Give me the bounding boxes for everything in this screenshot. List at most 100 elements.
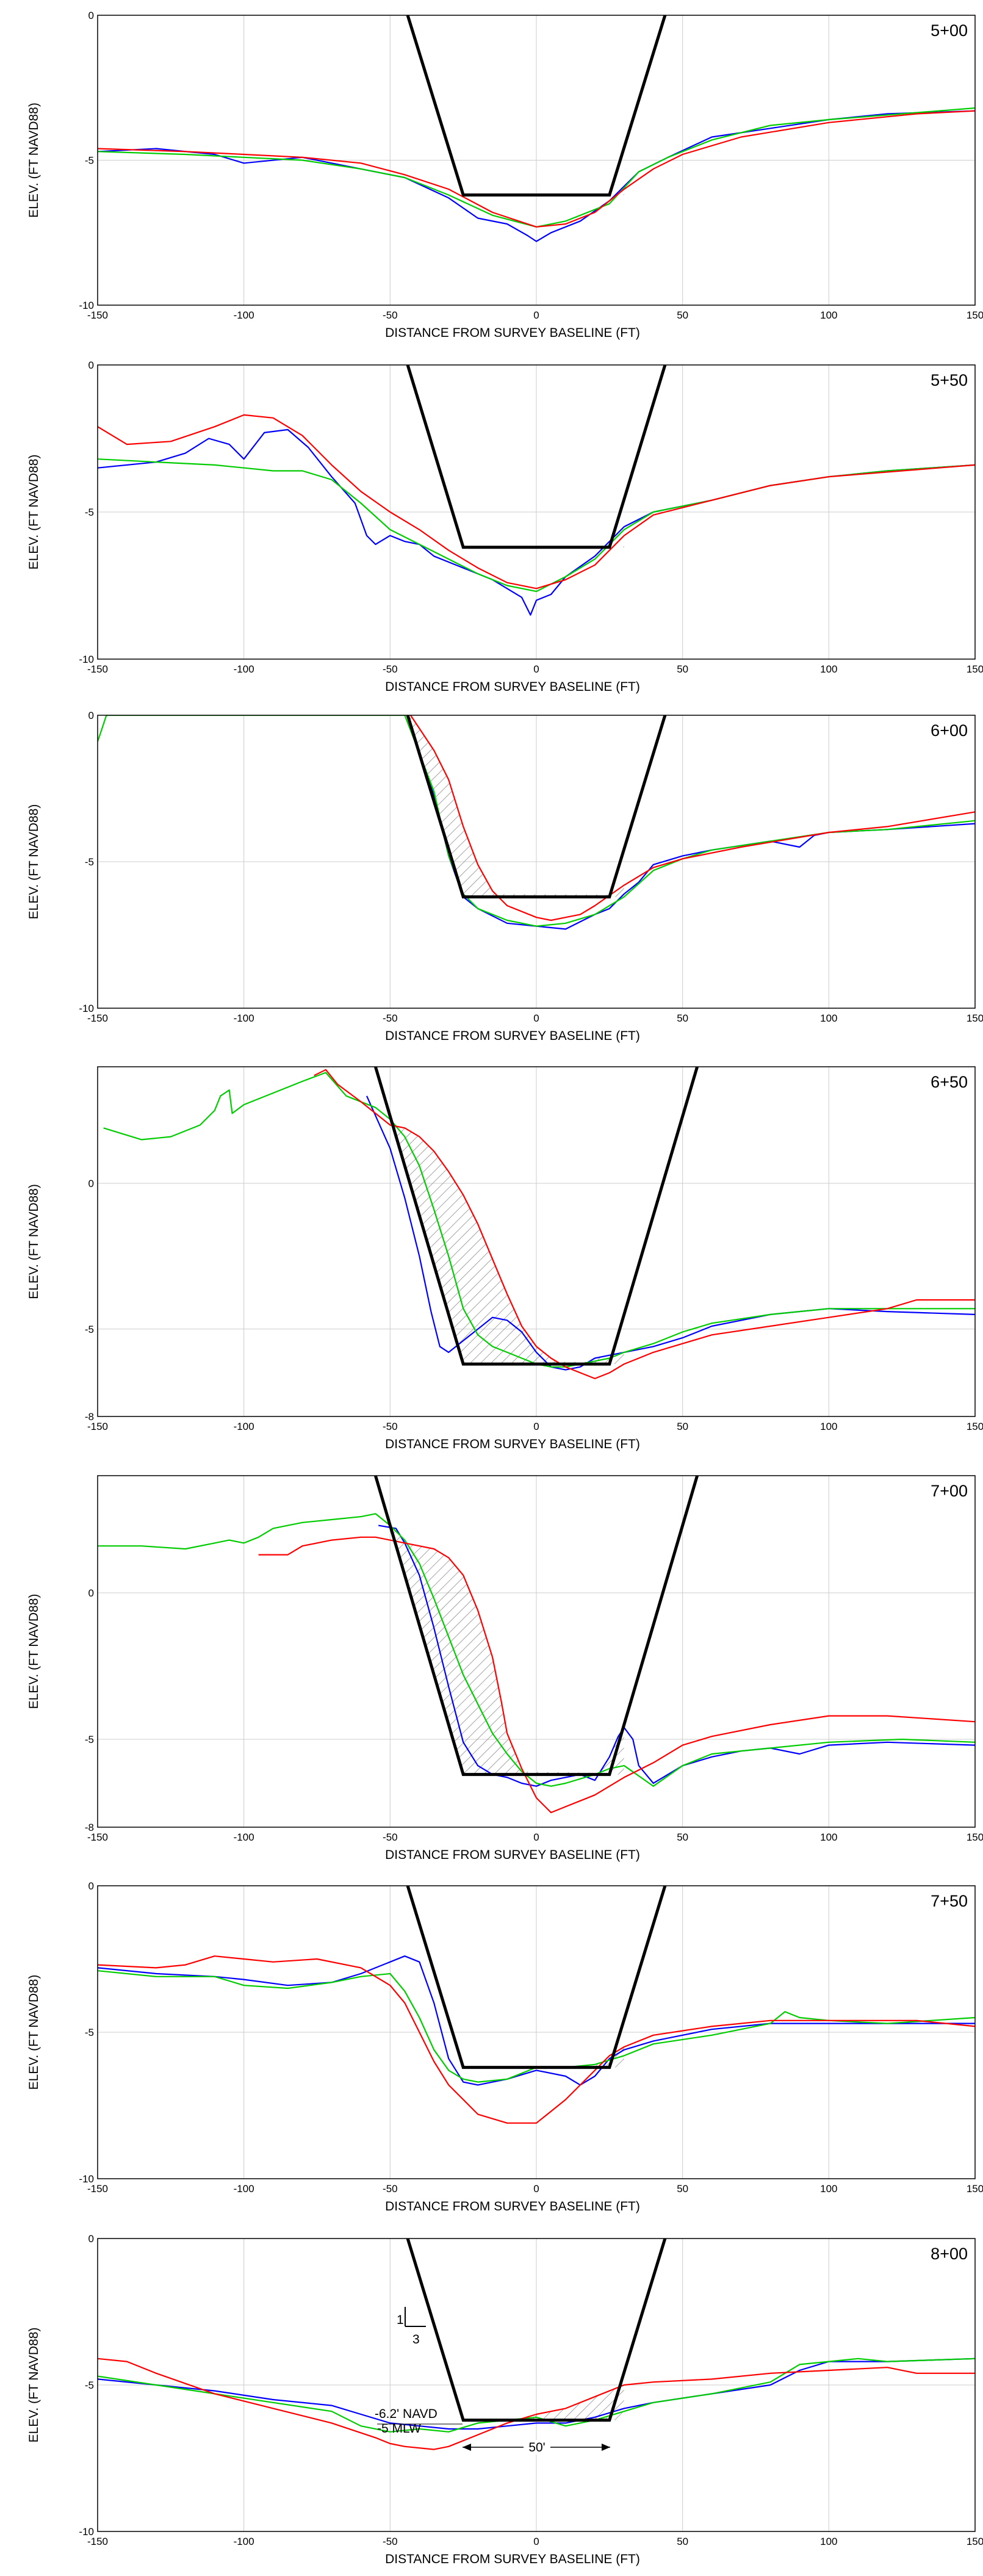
blue-survey-line [98, 2358, 975, 2430]
x-axis-label: DISTANCE FROM SURVEY BASELINE (FT) [385, 1848, 640, 1862]
green-survey-line [103, 1072, 975, 1368]
station-label: 5+00 [931, 21, 968, 40]
x-tick-label: 50 [677, 1831, 688, 1843]
blue-survey-line [365, 1095, 975, 1371]
x-tick-label: -100 [234, 2183, 254, 2195]
x-tick-label: 150 [967, 1012, 983, 1024]
x-tick-label: -50 [383, 1012, 398, 1024]
x-tick-label: -100 [234, 309, 254, 321]
x-tick-label: 150 [967, 2536, 983, 2547]
red-survey-line [314, 1069, 975, 1379]
plot-frame [97, 364, 976, 660]
y-tick-label: 0 [88, 710, 94, 721]
y-tick-label: 0 [88, 359, 94, 371]
x-tick-label: 0 [533, 663, 539, 675]
x-tick-label: 0 [533, 2536, 539, 2547]
x-tick-label: 100 [820, 2536, 837, 2547]
x-tick-label: 150 [967, 309, 983, 321]
y-axis-label: ELEV. (FT NAVD88) [27, 1594, 41, 1709]
station-label: 6+50 [931, 1073, 968, 1091]
x-tick-label: 100 [820, 1012, 837, 1024]
x-tick-label: -150 [87, 309, 108, 321]
y-tick-label: 0 [88, 1178, 94, 1189]
x-tick-label: -100 [234, 2536, 254, 2547]
design-template-line [406, 15, 667, 197]
dimension-arrow-right [602, 2444, 610, 2451]
y-tick-label: -5 [85, 2379, 94, 2391]
x-tick-label: 150 [967, 1831, 983, 1843]
x-tick-label: 0 [533, 1012, 539, 1024]
over-dredge-hatch [409, 715, 624, 897]
plot-frame [97, 2238, 976, 2532]
y-tick-label: -10 [79, 1003, 94, 1014]
design-template-line [406, 715, 667, 899]
x-tick-label: -100 [234, 663, 254, 675]
x-tick-label: -50 [383, 2536, 398, 2547]
over-dredge-hatch [391, 1527, 624, 1775]
x-axis-label: DISTANCE FROM SURVEY BASELINE (FT) [385, 1437, 640, 1451]
x-tick-label: 0 [533, 1421, 539, 1432]
y-tick-label: -8 [85, 1411, 94, 1423]
x-tick-label: 100 [820, 309, 837, 321]
x-tick-label: -100 [234, 1012, 254, 1024]
y-tick-label: -8 [85, 1822, 94, 1833]
y-tick-label: 0 [88, 1880, 94, 1892]
x-axis-label: DISTANCE FROM SURVEY BASELINE (FT) [385, 2552, 640, 2566]
plot-frame [97, 1885, 976, 2179]
x-tick-label: -150 [87, 663, 108, 675]
over-dredge-hatch [523, 2385, 624, 2420]
y-tick-label: 0 [88, 2233, 94, 2245]
x-tick-label: 50 [677, 663, 688, 675]
slope-run-label: 3 [412, 2332, 420, 2347]
x-tick-label: 0 [533, 309, 539, 321]
x-tick-label: 50 [677, 2183, 688, 2195]
y-tick-label: -5 [85, 856, 94, 868]
section-panel: 8+00 -150 -100 -50 0 50 100 150 0 -5 -10 DISTANCE F… [27, 2233, 983, 2566]
red-survey-line [258, 1536, 975, 1814]
design-template-line [406, 1886, 667, 2069]
bottom-width-label: 50' [528, 2441, 545, 2455]
y-tick-label: -10 [79, 300, 94, 311]
x-tick-label: -100 [234, 1831, 254, 1843]
green-survey-line [98, 1513, 975, 1787]
x-tick-label: 100 [820, 2183, 837, 2195]
x-tick-label: -50 [383, 1831, 398, 1843]
station-label: 6+00 [931, 721, 968, 740]
x-tick-label: 150 [967, 1421, 983, 1432]
red-survey-line [98, 110, 975, 228]
y-tick-label: -5 [85, 155, 94, 167]
design-template-line [374, 1476, 699, 1777]
x-tick-label: -100 [234, 1421, 254, 1432]
plot-frame [97, 1066, 976, 1417]
x-axis-label: DISTANCE FROM SURVEY BASELINE (FT) [385, 2199, 640, 2213]
x-tick-label: 0 [533, 1831, 539, 1843]
x-tick-label: -150 [87, 2536, 108, 2547]
x-axis-label: DISTANCE FROM SURVEY BASELINE (FT) [385, 1029, 640, 1043]
design-template-annotations: 1 3 -6.2' NAVD -5 MLW 50' [375, 2307, 610, 2455]
red-survey-line [98, 1955, 975, 2124]
x-tick-label: 0 [533, 2183, 539, 2195]
x-tick-label: 100 [820, 1421, 837, 1432]
x-tick-label: 100 [820, 663, 837, 675]
x-tick-label: 50 [677, 1012, 688, 1024]
green-survey-line [98, 1970, 975, 2083]
y-tick-label: -10 [79, 2526, 94, 2538]
y-axis-label: ELEV. (FT NAVD88) [27, 2328, 41, 2443]
x-tick-label: -150 [87, 2183, 108, 2195]
y-tick-label: -10 [79, 654, 94, 665]
section-panel: 6+50 -150 -100 -50 0 50 100 150 0 -5 -8 DISTANCE FR… [27, 1066, 983, 1451]
y-tick-label: 0 [88, 10, 94, 21]
y-axis-label: ELEV. (FT NAVD88) [27, 455, 41, 570]
y-tick-label: -5 [85, 507, 94, 518]
x-tick-label: -50 [383, 1421, 398, 1432]
y-tick-label: 0 [88, 1587, 94, 1599]
red-survey-line [409, 715, 975, 922]
red-survey-line [98, 2358, 975, 2450]
x-tick-label: -150 [87, 1012, 108, 1024]
x-tick-label: -150 [87, 1421, 108, 1432]
x-tick-label: -150 [87, 1831, 108, 1843]
x-axis-label: DISTANCE FROM SURVEY BASELINE (FT) [385, 326, 640, 340]
section-panel: 5+50 -150 -100 -50 0 50 100 150 0 -5 -10 DISTANCE F… [27, 359, 983, 694]
design-template-line [374, 1067, 699, 1366]
